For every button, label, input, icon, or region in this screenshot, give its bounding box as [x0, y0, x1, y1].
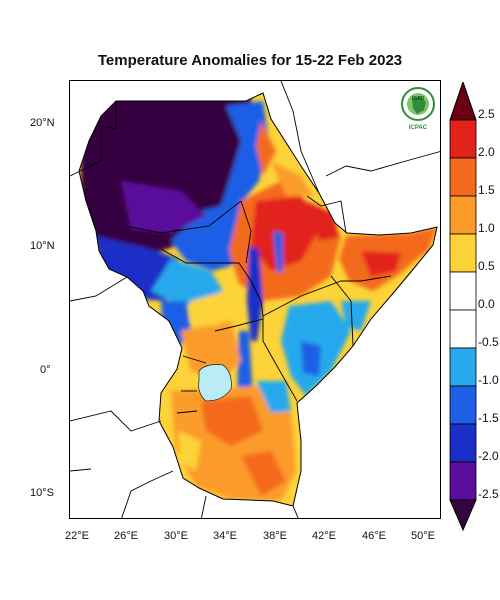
colorbar-top-arrow — [449, 82, 477, 121]
svg-text:ICPAC: ICPAC — [409, 125, 428, 131]
lon-tick-label: 30°E — [164, 530, 188, 542]
lat-tick-label: 0° — [40, 364, 51, 376]
lon-tick-label: 50°E — [411, 530, 435, 542]
colorbar-segment — [449, 119, 477, 159]
colorbar-label: -0.5 — [478, 335, 499, 349]
colorbar-bottom-arrow — [449, 499, 477, 532]
colorbar-label: 2.0 — [478, 145, 495, 159]
lat-tick-label: 20°N — [30, 117, 55, 129]
colorbar-label: 0.0 — [478, 297, 495, 311]
lon-tick-label: 22°E — [65, 530, 89, 542]
lon-tick-label: 38°E — [263, 530, 287, 542]
colorbar-segment — [449, 309, 477, 349]
country-borders — [70, 101, 392, 414]
colorbar-label: 0.5 — [478, 259, 495, 273]
colorbar-label: -1.0 — [478, 373, 499, 387]
lon-tick-label: 42°E — [312, 530, 336, 542]
colorbar-segment — [449, 195, 477, 235]
colorbar-segment — [449, 461, 477, 501]
anomaly-map — [69, 80, 441, 519]
colorbar-segment — [449, 157, 477, 197]
colorbar-label: -2.5 — [478, 487, 499, 501]
colorbar-label: 2.5 — [478, 107, 495, 121]
colorbar-label: -2.0 — [478, 449, 499, 463]
neighbor-outlines — [70, 81, 440, 518]
colorbar-segment — [449, 423, 477, 463]
lon-tick-label: 34°E — [213, 530, 237, 542]
colorbar-label: 1.5 — [478, 183, 495, 197]
anomaly-field — [79, 93, 437, 506]
colorbar — [449, 82, 477, 532]
colorbar-segment — [449, 385, 477, 425]
colorbar-label: -1.5 — [478, 411, 499, 425]
lat-tick-label: 10°S — [30, 487, 54, 499]
lat-tick-label: 10°N — [30, 240, 55, 252]
lon-tick-label: 46°E — [362, 530, 386, 542]
map-title: Temperature Anomalies for 15-22 Feb 2023 — [97, 52, 403, 69]
colorbar-segment — [449, 271, 477, 311]
colorbar-segment — [449, 347, 477, 387]
svg-text:IGAD: IGAD — [412, 96, 425, 102]
icpac-logo-icon: IGAD ICPAC — [401, 87, 435, 131]
lon-tick-label: 26°E — [114, 530, 138, 542]
colorbar-segment — [449, 233, 477, 273]
colorbar-label: 1.0 — [478, 221, 495, 235]
